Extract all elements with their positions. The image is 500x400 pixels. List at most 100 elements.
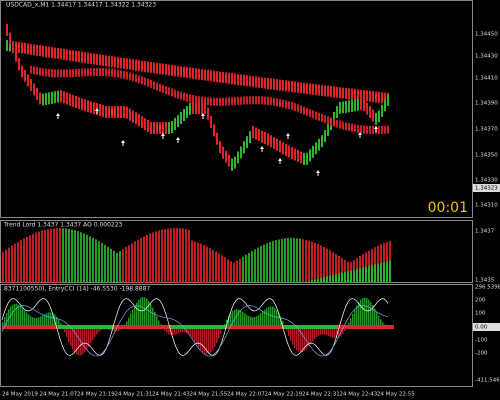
ribbon-bar <box>303 82 305 94</box>
cci-hist <box>308 327 310 347</box>
cci-hist <box>182 327 184 333</box>
ribbon2-bar <box>255 96 257 105</box>
ao-bar <box>383 262 385 283</box>
bar-timer: 00:01 <box>428 200 468 216</box>
trend-lord-bar <box>314 242 316 283</box>
trend-lord-bar <box>284 238 286 283</box>
trend-lord-bar <box>23 238 25 283</box>
ao-bar <box>368 266 370 283</box>
cci-hist <box>68 327 70 342</box>
ribbon-bar <box>132 59 134 71</box>
ribbon-bar <box>57 48 59 60</box>
cci-hist <box>88 327 90 347</box>
cci-hist <box>194 327 196 342</box>
time-label: 24 May 22:19 <box>265 392 303 398</box>
trend-lord-bar <box>203 245 205 283</box>
ribbon2-bar <box>243 96 245 105</box>
trend-lord-bar <box>182 228 184 283</box>
trend-bar <box>324 130 326 142</box>
trend-bar <box>48 92 50 105</box>
time-label: 24 May 21:31 <box>115 392 153 398</box>
trend-lord-bar <box>218 253 220 283</box>
ribbon-bar <box>246 75 248 87</box>
ribbon2-bar <box>384 125 386 134</box>
arrow <box>374 126 378 132</box>
cci-hist <box>254 316 256 327</box>
ribbon2-bar <box>276 98 278 107</box>
price-label: 1.34450 <box>475 32 498 38</box>
trend-lord-bar <box>251 251 253 283</box>
cci-hist <box>172 327 174 335</box>
zero-segment <box>234 325 242 329</box>
cci-hist <box>22 308 24 327</box>
zero-segment <box>298 325 306 329</box>
cci-hist <box>148 300 150 327</box>
cci-hist <box>328 327 330 337</box>
zero-segment <box>250 325 258 329</box>
ao-bar <box>314 279 316 283</box>
ao-bar <box>347 271 349 283</box>
ao-bar <box>377 263 379 283</box>
ribbon-bar <box>342 87 344 99</box>
ribbon2-bar <box>144 77 146 86</box>
ribbon-bar <box>81 51 83 63</box>
arrow <box>358 132 362 138</box>
ribbon2-bar <box>387 125 389 134</box>
trend-bar <box>138 114 140 127</box>
ribbon-bar <box>249 75 251 87</box>
trend-lord-bar <box>290 238 292 283</box>
zero-segment <box>210 325 218 329</box>
cci-hist <box>206 327 208 355</box>
ribbon2-bar <box>138 75 140 84</box>
zero-segment <box>2 325 10 329</box>
ribbon-bar <box>267 78 269 90</box>
trend-bar <box>42 93 44 106</box>
time-label: 24 May 22:07 <box>227 392 265 398</box>
zero-segment <box>170 325 178 329</box>
cci-hist <box>30 316 32 327</box>
ribbon-bar <box>333 86 335 98</box>
trend-lord-bar <box>101 242 103 283</box>
ao-bar <box>302 282 304 283</box>
ribbon-bar <box>378 91 380 103</box>
trend-lord-bar <box>95 239 97 283</box>
cci-label: -200 <box>475 351 488 357</box>
time-label: 24 May 22:43 <box>340 392 378 398</box>
ribbon-bar <box>66 49 68 61</box>
ribbon-bar <box>153 62 155 74</box>
ribbon2-bar <box>231 97 233 106</box>
ribbon2-bar <box>30 65 32 74</box>
ribbon-bar <box>99 54 101 66</box>
cci-hist <box>188 327 190 335</box>
trend-lord-bar <box>14 243 16 283</box>
ao-bar <box>365 266 367 283</box>
trend-bar <box>366 102 368 115</box>
cci-hist <box>18 304 20 327</box>
ribbon-bar <box>168 64 170 76</box>
ao-bar <box>380 263 382 283</box>
ribbon2-bar <box>147 78 149 87</box>
ao-bar <box>341 272 343 283</box>
trend-lord-bar <box>299 238 301 283</box>
arrow <box>121 140 125 146</box>
cci-hist <box>342 327 344 334</box>
ribbon-bar <box>63 48 65 60</box>
ribbon2-bar <box>216 97 218 106</box>
cci-hist <box>300 327 302 353</box>
cci-hist <box>322 327 324 335</box>
trend-bar <box>162 122 164 134</box>
ribbon-bar <box>369 90 371 102</box>
zero-segment <box>178 325 186 329</box>
ribbon2-bar <box>66 69 68 78</box>
trend-bar <box>63 91 65 104</box>
cci-hist <box>246 314 248 327</box>
ribbon-bar <box>366 90 368 102</box>
current-price-box <box>473 184 500 192</box>
trend-lord-bar <box>158 230 160 283</box>
ribbon2-bar <box>129 72 131 81</box>
trend-bar <box>273 136 275 149</box>
trend-bar <box>213 124 215 137</box>
cci-hist <box>202 327 204 352</box>
ribbon-bar <box>300 82 302 94</box>
